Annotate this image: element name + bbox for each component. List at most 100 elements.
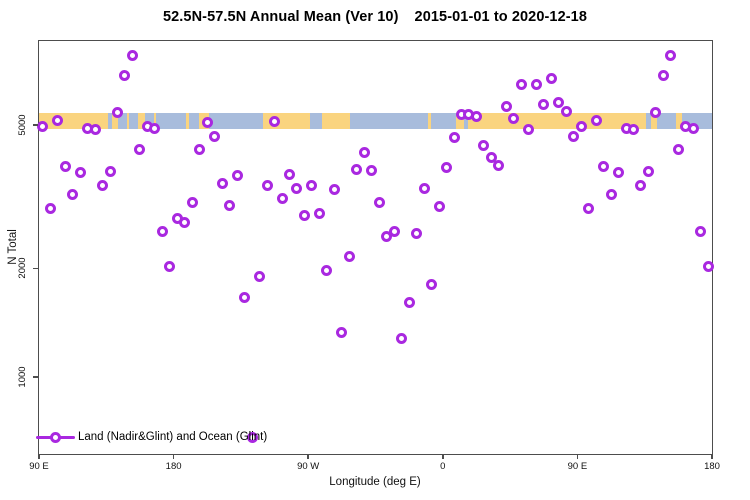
data-point [343,250,355,262]
data-point [291,182,303,194]
data-point [411,228,423,240]
data-point [433,201,445,213]
data-point [613,167,625,179]
map-band-segment-ocean [156,113,186,129]
map-band-segment-land [154,113,157,129]
data-point [134,143,146,155]
data-point [583,203,595,215]
x-axis-tick [442,454,444,459]
data-point [695,226,707,238]
map-band-segment-ocean [188,113,200,129]
map-band-segment-land [427,113,431,129]
data-point [358,146,370,158]
data-point [373,197,385,209]
data-point [388,225,400,237]
data-point [186,197,198,209]
x-axis-tick [307,454,309,459]
data-point [553,96,565,108]
data-point [598,161,610,173]
plot-title: 52.5N-57.5N Annual Mean (Ver 10) 2015-01-… [0,9,750,25]
data-point [336,327,348,339]
data-point [156,226,168,238]
data-point [366,165,378,177]
map-band-segment-ocean [209,113,264,129]
data-point [396,332,408,344]
data-point [508,112,520,124]
x-axis-tick [576,454,579,459]
y-axis-tick [32,124,38,126]
data-point [448,131,460,143]
x-axis-tick [38,454,40,459]
data-point [650,106,662,118]
data-point [194,143,206,155]
map-band-segment-ocean [107,113,113,129]
data-point [112,106,124,118]
data-point [216,178,228,190]
data-point [538,99,550,111]
map-band-segment-land [112,113,119,129]
data-point [470,110,482,122]
y-axis-tick [32,267,38,270]
data-point [441,162,453,174]
data-point [523,124,535,136]
data-point [224,200,236,212]
data-point [179,217,191,229]
map-band-segment-ocean [430,113,457,129]
data-point [560,105,572,117]
data-point [89,123,101,135]
legend-label: Land (Nadir&Glint) and Ocean (Glint) [78,431,268,443]
map-band-segment-land [127,113,130,129]
data-point [321,265,333,277]
map-band-segment-land [676,113,683,129]
x-axis-tick-label: 90 E [567,461,588,472]
data-point [313,208,325,220]
data-point [284,169,295,181]
plot-title-range: 52.5N-57.5N Annual Mean (Ver 10) [162,9,399,25]
data-point [67,188,79,200]
data-point [635,180,647,192]
map-band-segment-land [185,113,189,129]
data-point [642,166,654,178]
map-band-segment-land [650,113,658,129]
data-point [254,270,266,282]
map-band-segment-ocean [118,113,128,129]
data-point [269,115,281,127]
data-point [515,79,527,91]
map-band-segment-ocean [350,113,428,129]
map-band-segment-ocean [309,113,322,129]
data-point [37,121,49,133]
x-axis-title: Longitude (deg E) [329,476,421,488]
map-band-segment-ocean [145,113,155,129]
data-point [672,143,684,155]
data-point [687,122,699,134]
x-axis-tick [711,454,713,459]
data-point [209,130,221,142]
data-point [239,291,251,303]
data-point [104,166,116,178]
x-axis-tick-label: 90 E [29,461,49,472]
map-band-segment-ocean [129,113,138,129]
data-point [164,261,176,273]
data-point [418,182,430,194]
data-point [306,179,318,191]
map-band-segment-land [468,113,647,129]
data-point [403,297,415,309]
data-point [149,122,161,134]
data-point [52,114,64,126]
data-point [276,193,288,205]
data-point [627,123,639,135]
x-axis-tick-label: 0 [440,461,446,472]
data-point [119,69,131,81]
x-axis-tick-label: 180 [165,461,182,472]
data-point [261,179,273,191]
data-point [59,161,71,173]
y-axis-tick-label: 1000 [17,366,28,388]
data-point [590,114,602,126]
data-point [545,72,557,84]
data-point [702,261,714,273]
data-point [530,78,542,90]
data-point [74,167,86,179]
x-axis-tick-label: 180 [704,461,720,472]
map-band-segment-land [456,113,464,129]
